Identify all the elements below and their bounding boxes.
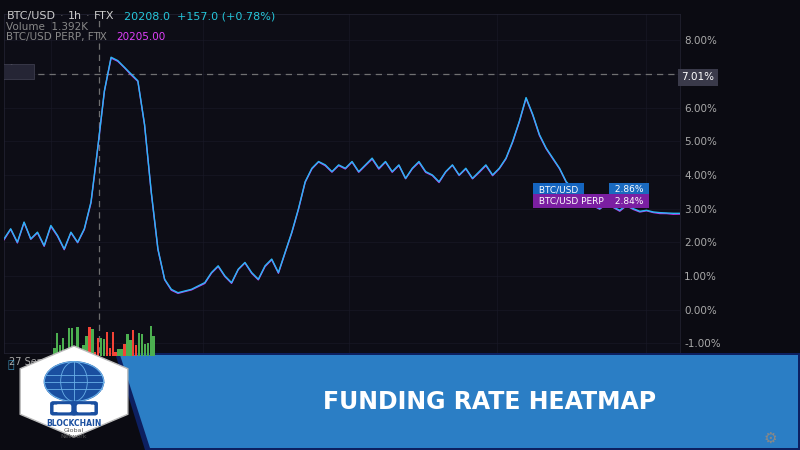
Bar: [74, 351, 76, 356]
Bar: [86, 336, 88, 356]
Bar: [53, 348, 55, 356]
Bar: [59, 346, 62, 356]
Bar: [62, 338, 64, 356]
Bar: [82, 345, 85, 356]
Text: 20205.00: 20205.00: [116, 32, 166, 42]
Polygon shape: [20, 346, 128, 437]
Bar: [106, 332, 108, 356]
Text: 1h: 1h: [68, 11, 82, 21]
Bar: [135, 345, 138, 356]
Bar: [65, 352, 67, 356]
Bar: [109, 348, 111, 356]
Text: ·: ·: [86, 11, 90, 21]
Bar: [123, 344, 126, 356]
Text: BLOCKCHAIN: BLOCKCHAIN: [46, 418, 102, 427]
Text: 20208.0  +157.0 (+0.78%): 20208.0 +157.0 (+0.78%): [124, 11, 275, 21]
FancyBboxPatch shape: [0, 63, 34, 80]
Bar: [114, 352, 117, 356]
Bar: [146, 343, 149, 356]
Bar: [120, 349, 122, 356]
Bar: [141, 333, 143, 356]
Bar: [150, 326, 152, 356]
Text: BTC/USD PERP, FTX: BTC/USD PERP, FTX: [6, 32, 107, 42]
Bar: [79, 349, 82, 356]
Bar: [118, 349, 120, 356]
Text: 📈: 📈: [8, 360, 14, 370]
Bar: [94, 352, 97, 356]
Bar: [68, 328, 70, 356]
Bar: [91, 329, 94, 356]
Bar: [126, 334, 129, 356]
Text: ⚙: ⚙: [763, 431, 778, 446]
Bar: [144, 344, 146, 356]
Circle shape: [45, 362, 104, 401]
Bar: [56, 333, 58, 356]
Text: Network: Network: [61, 433, 87, 439]
Text: 2.84%: 2.84%: [612, 197, 646, 206]
Text: 7.01%: 7.01%: [682, 72, 714, 82]
Text: BTC/USD: BTC/USD: [6, 11, 55, 21]
Bar: [102, 339, 106, 356]
Text: FUNDING RATE HEATMAP: FUNDING RATE HEATMAP: [323, 390, 657, 414]
Bar: [111, 332, 114, 356]
Polygon shape: [115, 353, 800, 450]
Text: 2.86%: 2.86%: [612, 185, 646, 194]
Bar: [100, 338, 102, 356]
Bar: [70, 328, 73, 356]
Polygon shape: [120, 355, 798, 448]
Text: ·: ·: [60, 11, 64, 21]
Bar: [97, 338, 99, 356]
Text: BTC/USD PERP: BTC/USD PERP: [536, 197, 606, 206]
Text: FTX: FTX: [94, 11, 114, 21]
Bar: [138, 333, 140, 356]
Text: BTC/USD: BTC/USD: [536, 185, 581, 194]
Text: ∧: ∧: [7, 63, 14, 72]
Bar: [129, 340, 131, 356]
Bar: [77, 327, 79, 356]
Text: Global: Global: [64, 428, 84, 432]
Bar: [132, 330, 134, 356]
Text: Volume  1.392K: Volume 1.392K: [6, 22, 89, 32]
Bar: [153, 336, 155, 356]
Bar: [88, 327, 90, 356]
